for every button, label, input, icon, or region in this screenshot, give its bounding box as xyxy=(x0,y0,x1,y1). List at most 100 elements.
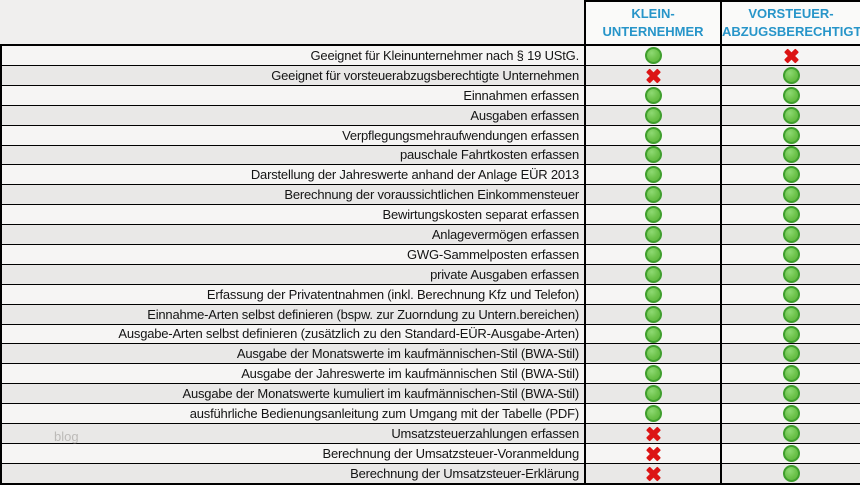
vorsteuerabzugsberechtigt-status-cell xyxy=(720,422,860,444)
feature-label: Ausgabe der Jahreswerte im kaufmännische… xyxy=(0,363,586,385)
vorsteuerabzugsberechtigt-status-cell xyxy=(720,184,860,206)
table-row: private Ausgaben erfassen xyxy=(0,263,860,285)
green-circle-icon xyxy=(782,285,800,303)
vorsteuerabzugsberechtigt-status-cell xyxy=(720,224,860,245)
red-x-icon xyxy=(645,68,661,83)
column-header-line2: UNTERNEHMER xyxy=(602,24,704,39)
kleinunternehmer-status-cell xyxy=(584,383,722,405)
vorsteuerabzugsberechtigt-status-cell xyxy=(720,164,860,186)
table-row: Anlagevermögen erfassen xyxy=(0,224,860,245)
green-circle-icon xyxy=(644,405,662,423)
vorsteuerabzugsberechtigt-status-cell xyxy=(720,383,860,405)
table-row: Darstellung der Jahreswerte anhand der A… xyxy=(0,164,860,186)
red-x-icon xyxy=(645,446,661,461)
table-row: pauschale Fahrtkosten erfassen xyxy=(0,144,860,166)
green-circle-icon xyxy=(782,385,800,403)
green-circle-icon xyxy=(782,146,800,164)
feature-label: Anlagevermögen erfassen xyxy=(0,224,586,245)
green-circle-icon xyxy=(782,305,800,323)
green-circle-icon xyxy=(644,226,662,244)
feature-label: Darstellung der Jahreswerte anhand der A… xyxy=(0,164,586,186)
feature-label: Erfassung der Privatentnahmen (inkl. Ber… xyxy=(0,283,586,305)
table-row: Berechnung der voraussichtlichen Einkomm… xyxy=(0,184,860,206)
green-circle-icon xyxy=(644,245,662,263)
feature-label: Einnahmen erfassen xyxy=(0,84,586,106)
vorsteuerabzugsberechtigt-status-cell xyxy=(720,144,860,166)
vorsteuerabzugsberechtigt-status-cell xyxy=(720,263,860,285)
green-circle-icon xyxy=(782,365,800,383)
kleinunternehmer-status-cell xyxy=(584,343,722,365)
feature-label: Umsatzsteuerzahlungen erfassen xyxy=(0,422,586,444)
green-circle-icon xyxy=(644,86,662,104)
kleinunternehmer-status-cell xyxy=(584,184,722,206)
kleinunternehmer-status-cell xyxy=(584,43,722,66)
feature-label: pauschale Fahrtkosten erfassen xyxy=(0,144,586,166)
kleinunternehmer-status-cell xyxy=(584,84,722,106)
kleinunternehmer-status-cell xyxy=(584,104,722,126)
kleinunternehmer-status-cell xyxy=(584,243,722,265)
green-circle-icon xyxy=(782,86,800,104)
table-row: Ausgabe-Arten selbst definieren (zusätzl… xyxy=(0,323,860,345)
table-row: Berechnung der Umsatzsteuer-Voranmeldung xyxy=(0,442,860,464)
vorsteuerabzugsberechtigt-status-cell xyxy=(720,303,860,325)
green-circle-icon xyxy=(782,206,800,224)
kleinunternehmer-status-cell xyxy=(584,263,722,285)
vorsteuerabzugsberechtigt-status-cell xyxy=(720,243,860,265)
vorsteuerabzugsberechtigt-status-cell xyxy=(720,462,860,485)
vorsteuerabzugsberechtigt-status-cell xyxy=(720,363,860,385)
green-circle-icon xyxy=(782,424,800,442)
header-row: KLEIN- UNTERNEHMER VORSTEUER- ABZUGSBERE… xyxy=(1,0,860,46)
vorsteuerabzugsberechtigt-status-cell xyxy=(720,104,860,126)
feature-label: GWG-Sammelposten erfassen xyxy=(0,243,586,265)
kleinunternehmer-status-cell xyxy=(584,422,722,444)
feature-label: Geeignet für Kleinunternehmer nach § 19 … xyxy=(0,43,586,66)
vorsteuerabzugsberechtigt-status-cell xyxy=(720,84,860,106)
green-circle-icon xyxy=(782,464,800,482)
kleinunternehmer-status-cell xyxy=(584,164,722,186)
feature-label: Ausgabe-Arten selbst definieren (zusätzl… xyxy=(0,323,586,345)
feature-label: Einnahme-Arten selbst definieren (bspw. … xyxy=(0,303,586,325)
kleinunternehmer-status-cell xyxy=(584,462,722,485)
table-row: Ausgabe der Jahreswerte im kaufmännische… xyxy=(0,363,860,385)
green-circle-icon xyxy=(782,405,800,423)
kleinunternehmer-status-cell xyxy=(584,442,722,464)
green-circle-icon xyxy=(644,345,662,363)
column-header-line2: ABZUGSBERECHTIGT xyxy=(722,24,860,39)
kleinunternehmer-status-cell xyxy=(584,224,722,245)
green-circle-icon xyxy=(782,66,800,84)
table-row: Ausgabe der Monatswerte im kaufmännische… xyxy=(0,343,860,365)
feature-label: private Ausgaben erfassen xyxy=(0,263,586,285)
green-circle-icon xyxy=(782,186,800,204)
kleinunternehmer-status-cell xyxy=(584,403,722,424)
table-row: Geeignet für Kleinunternehmer nach § 19 … xyxy=(0,43,860,66)
table-row: Verpflegungsmehraufwendungen erfassen xyxy=(0,124,860,146)
kleinunternehmer-status-cell xyxy=(584,303,722,325)
column-header-line1: VORSTEUER- xyxy=(748,6,834,21)
green-circle-icon xyxy=(782,345,800,363)
green-circle-icon xyxy=(644,186,662,204)
table-row: Ausgabe der Monatswerte kumuliert im kau… xyxy=(0,383,860,405)
feature-label: Ausgaben erfassen xyxy=(0,104,586,126)
vorsteuerabzugsberechtigt-status-cell xyxy=(720,124,860,146)
table-row: Einnahmen erfassen xyxy=(0,84,860,106)
green-circle-icon xyxy=(782,106,800,124)
green-circle-icon xyxy=(644,106,662,124)
green-circle-icon xyxy=(782,126,800,144)
vorsteuerabzugsberechtigt-status-cell xyxy=(720,283,860,305)
red-x-icon xyxy=(783,48,799,63)
vorsteuerabzugsberechtigt-status-cell xyxy=(720,64,860,86)
table-row: GWG-Sammelposten erfassen xyxy=(0,243,860,265)
green-circle-icon xyxy=(644,265,662,283)
column-header-kleinunternehmer: KLEIN- UNTERNEHMER xyxy=(584,0,722,46)
green-circle-icon xyxy=(782,325,800,343)
green-circle-icon xyxy=(782,226,800,244)
column-header-line1: KLEIN- xyxy=(631,6,675,21)
table-row: Umsatzsteuerzahlungen erfassen xyxy=(0,422,860,444)
green-circle-icon xyxy=(644,325,662,343)
table-row: ausführliche Bedienungsanleitung zum Umg… xyxy=(0,403,860,424)
feature-label: Berechnung der voraussichtlichen Einkomm… xyxy=(0,184,586,206)
table-row: Bewirtungskosten separat erfassen xyxy=(0,204,860,226)
green-circle-icon xyxy=(782,245,800,263)
red-x-icon xyxy=(645,426,661,441)
